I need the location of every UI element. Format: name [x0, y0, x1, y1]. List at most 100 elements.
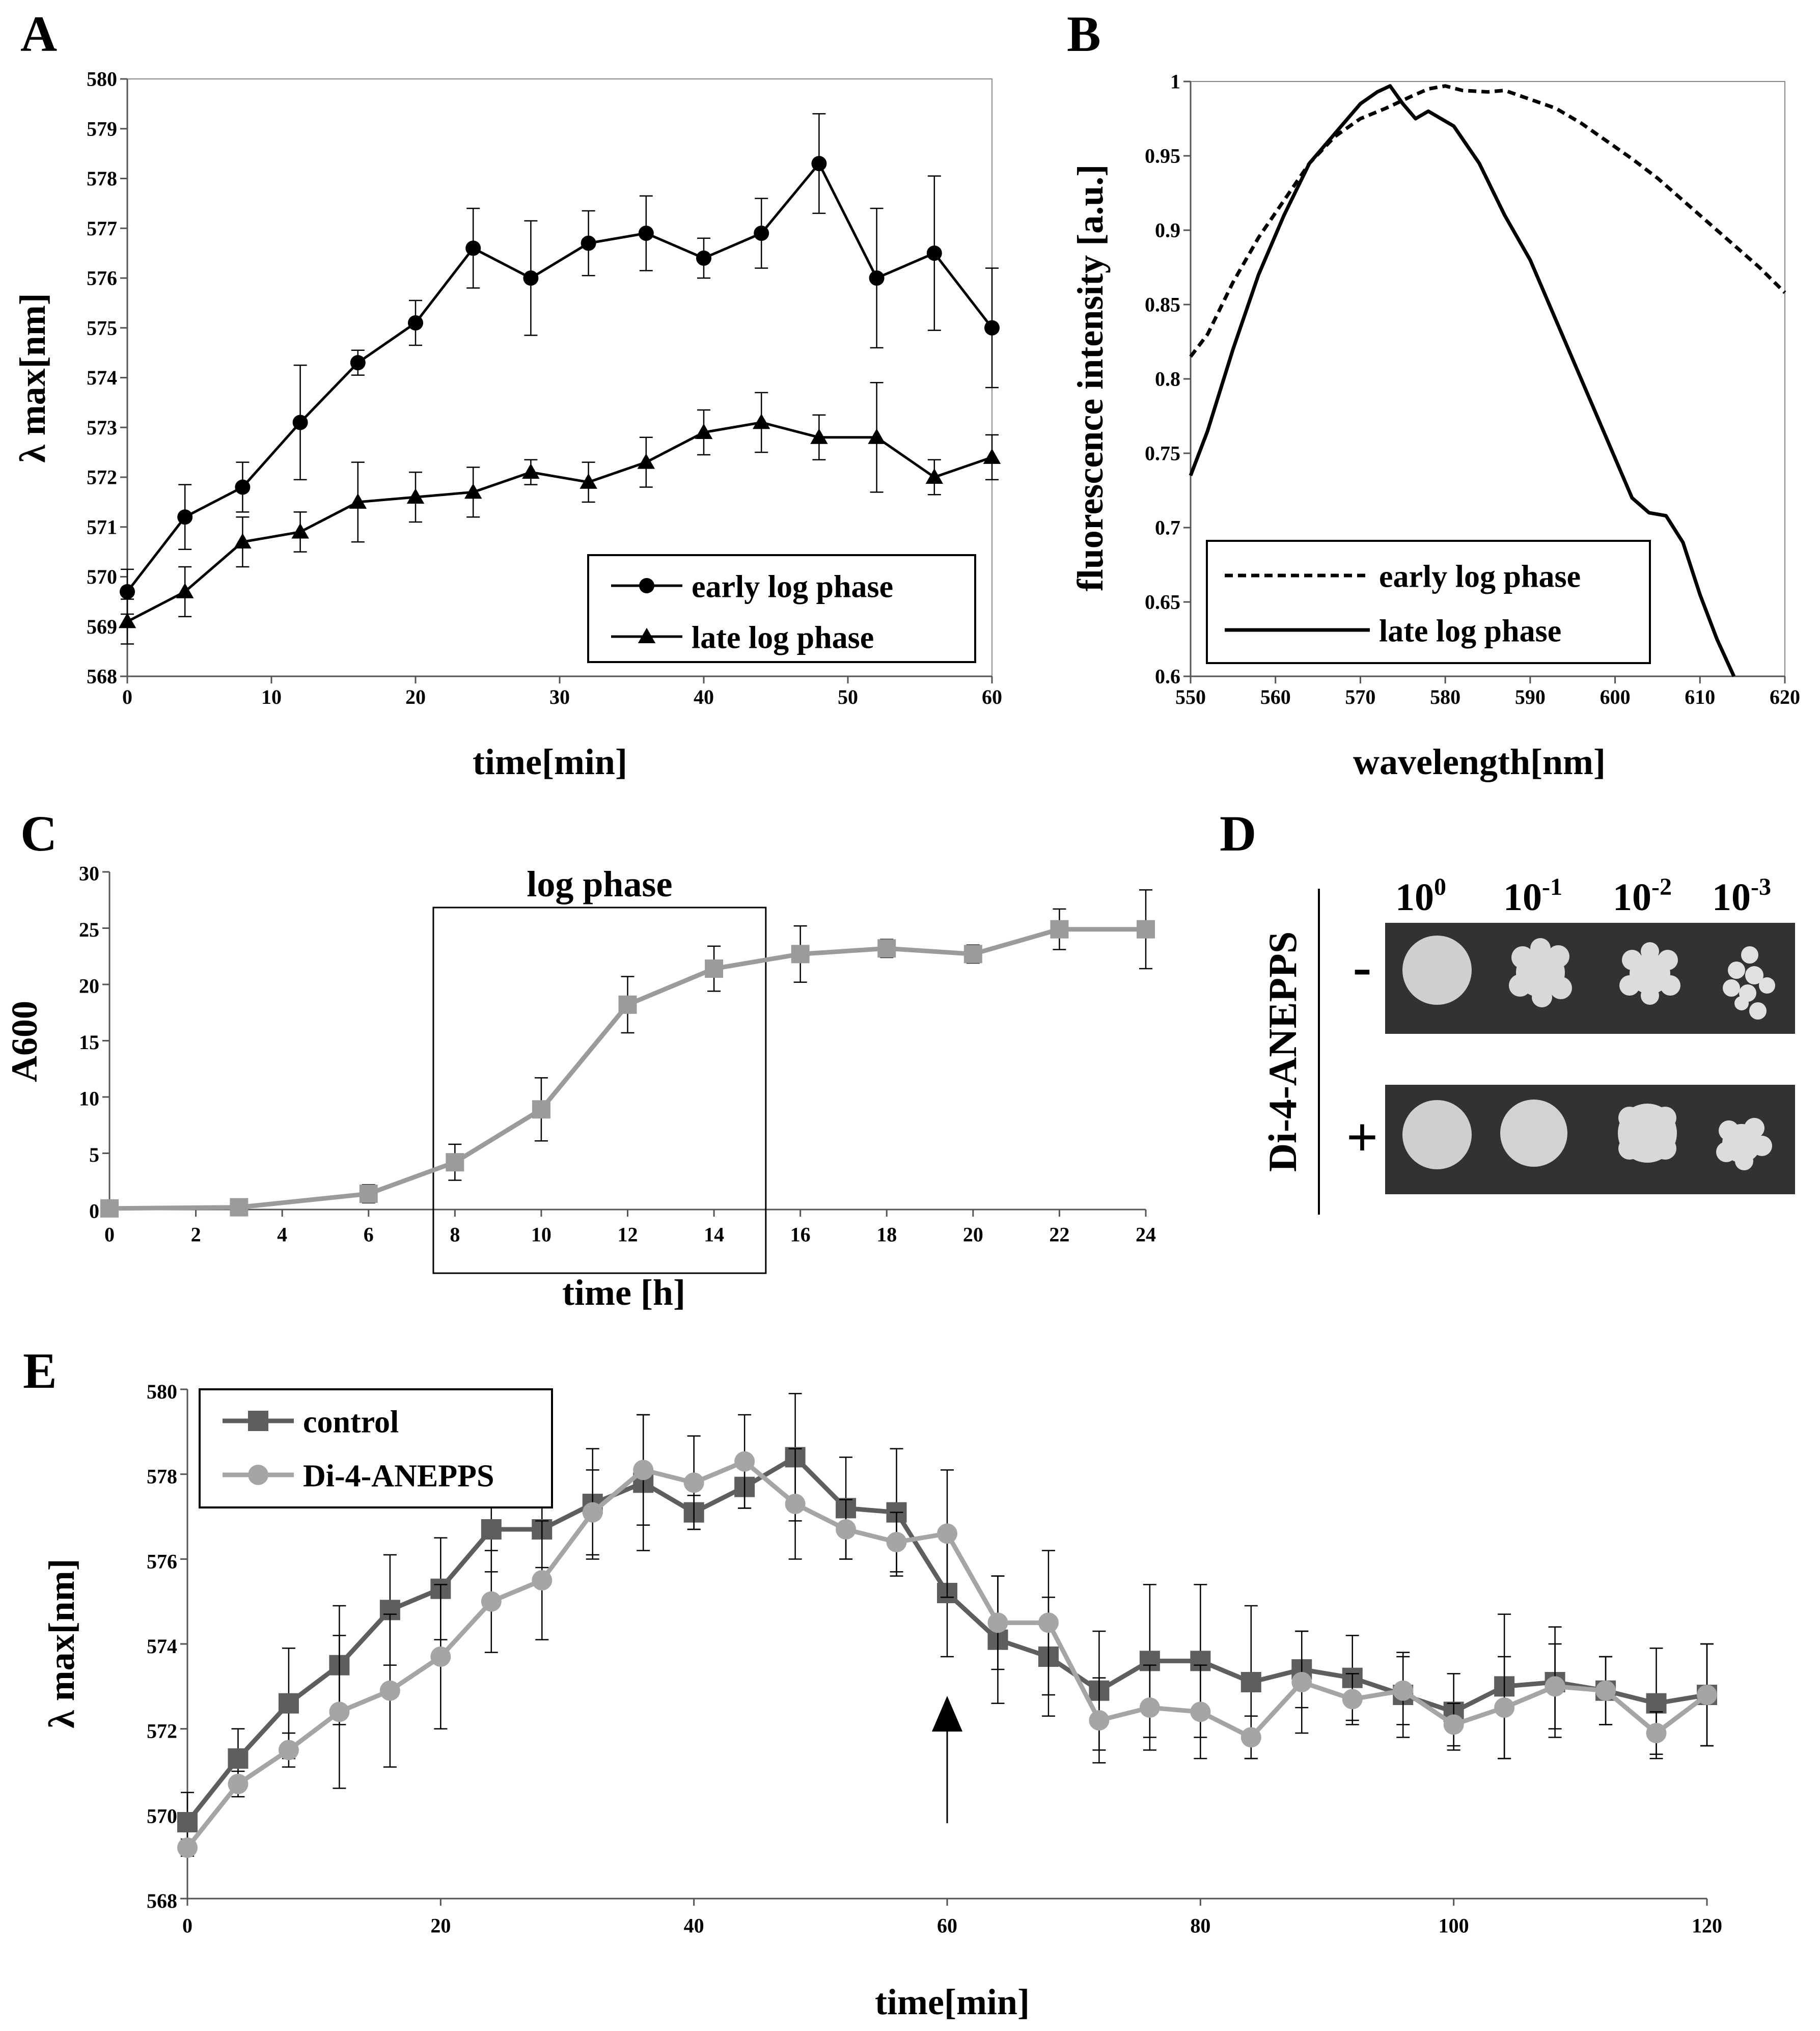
- data-point: [291, 523, 309, 539]
- data-point: [868, 428, 886, 444]
- x-tick-label: 620: [1770, 685, 1800, 708]
- data-point: [465, 240, 481, 256]
- y-tick-label: 0.75: [1145, 442, 1180, 465]
- y-tick-label: 20: [79, 975, 99, 998]
- data-point: [1697, 1685, 1717, 1705]
- y-tick-label: 578: [87, 167, 117, 190]
- y-tick-label: 0.8: [1155, 368, 1180, 391]
- x-tick-label: 60: [982, 685, 1002, 708]
- data-point: [481, 1591, 502, 1612]
- y-tick-label: 580: [87, 68, 117, 91]
- series-line: [126, 162, 993, 593]
- colony-spot-plus-1e-3: [1716, 1118, 1772, 1170]
- data-point: [1050, 920, 1069, 939]
- x-tick-label: 4: [277, 1223, 287, 1246]
- series-a600: [100, 889, 1155, 1218]
- data-point: [618, 995, 637, 1014]
- y-tick-label: 5: [89, 1143, 99, 1166]
- dilution-label-3: 10-3: [1712, 873, 1771, 919]
- x-tick-label: 30: [549, 685, 570, 708]
- data-point: [523, 270, 539, 286]
- data-point: [120, 584, 135, 599]
- data-point: [886, 1532, 907, 1552]
- x-tick-label: 100: [1439, 1914, 1469, 1937]
- y-tick-label: 574: [87, 366, 117, 389]
- data-point: [1139, 1697, 1160, 1718]
- y-tick-label: 580: [147, 1380, 177, 1403]
- x-tick-label: 20: [405, 685, 426, 708]
- legend-label: Di-4-ANEPPS: [303, 1459, 494, 1493]
- data-point: [937, 1523, 957, 1544]
- dilution-label-0: 100: [1395, 873, 1446, 919]
- y-tick-label: 0: [89, 1200, 99, 1223]
- legend-label: early log phase: [1379, 559, 1581, 594]
- dilution-label-1: 10-1: [1503, 873, 1562, 919]
- data-point: [430, 1646, 451, 1667]
- series-line: [1189, 84, 1786, 358]
- series-line: [1189, 84, 1736, 677]
- legend-box: [1206, 540, 1651, 664]
- x-tick-label: 20: [963, 1223, 983, 1246]
- data-point: [1240, 1672, 1261, 1692]
- data-point: [100, 1199, 119, 1218]
- y-tick-label: 1: [1170, 70, 1180, 93]
- panel-label-a: A: [20, 6, 57, 62]
- y-tick-label: 568: [87, 665, 117, 688]
- dilution-exp-1: -1: [1542, 873, 1562, 900]
- data-point: [406, 488, 425, 504]
- data-point: [785, 1494, 806, 1514]
- data-point: [705, 959, 724, 978]
- data-point: [637, 453, 655, 469]
- data-point: [791, 945, 810, 964]
- data-point: [278, 1740, 299, 1761]
- legend: early log phase late log phase: [1206, 540, 1651, 664]
- data-point: [228, 1748, 249, 1769]
- data-point: [230, 1198, 249, 1217]
- y-tick-label: 30: [79, 862, 99, 885]
- y-tick-label: 571: [87, 515, 117, 538]
- x-tick-label: 580: [1430, 685, 1460, 708]
- y-tick-label: 568: [147, 1889, 177, 1912]
- x-tick-label: 80: [1190, 1914, 1210, 1937]
- y-axis-label: fluorescence intensity [a.u.]: [1070, 164, 1111, 592]
- data-point: [1342, 1689, 1363, 1710]
- data-point: [1646, 1723, 1667, 1743]
- legend-swatch-marker: [248, 1411, 268, 1431]
- data-point: [532, 1100, 550, 1119]
- colony-spot-minus-1e-3: [1723, 946, 1775, 1020]
- data-point: [1595, 1680, 1616, 1701]
- x-tick-label: 40: [694, 685, 714, 708]
- data-point: [118, 613, 136, 628]
- dilution-exp-2: -2: [1651, 873, 1672, 900]
- x-tick-label: 0: [122, 685, 132, 708]
- x-tick-label: 14: [704, 1223, 724, 1246]
- series-di-4-anepps: [177, 1414, 1717, 1858]
- series-line: [126, 421, 992, 623]
- y-tick-label: 0.7: [1155, 516, 1180, 539]
- legend-swatch-marker: [639, 578, 654, 593]
- data-point: [1089, 1710, 1110, 1731]
- data-point: [522, 463, 540, 479]
- treatment-arrow-head: [932, 1696, 962, 1732]
- data-point: [1137, 920, 1155, 939]
- data-point: [408, 315, 423, 331]
- data-point: [1494, 1697, 1515, 1718]
- data-point: [754, 226, 769, 241]
- log-phase-label: log phase: [527, 864, 672, 904]
- data-point: [683, 1472, 704, 1493]
- x-tick-label: 12: [618, 1223, 638, 1246]
- panel-label-d: D: [1220, 805, 1256, 862]
- dilution-exp-3: -3: [1751, 873, 1771, 900]
- data-point: [926, 245, 942, 261]
- data-point: [532, 1570, 553, 1590]
- panel-label-c: C: [20, 805, 57, 862]
- legend-label: early log phase: [692, 569, 893, 604]
- x-tick-label: 590: [1515, 685, 1546, 708]
- dilution-label-2: 10-2: [1613, 873, 1672, 919]
- x-tick-label: 610: [1685, 685, 1715, 708]
- x-tick-label: 18: [876, 1223, 897, 1246]
- data-point: [987, 1612, 1008, 1633]
- dilution-base-3: 10: [1712, 876, 1751, 919]
- data-point: [349, 493, 367, 509]
- data-point: [278, 1693, 299, 1714]
